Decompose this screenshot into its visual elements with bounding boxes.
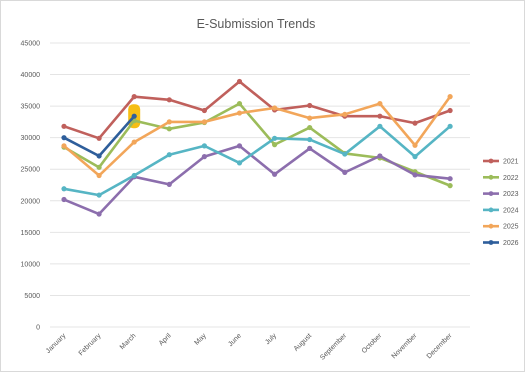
y-tick-label-25000: 25000	[21, 167, 41, 174]
point-2021-november	[412, 120, 418, 126]
legend-marker-2021	[488, 158, 494, 164]
point-2024-october	[377, 123, 383, 129]
point-2021-december	[447, 107, 453, 114]
series-line-2024	[63, 125, 451, 197]
series-line-2023	[63, 144, 451, 216]
y-tick-label-35000: 35000	[21, 104, 41, 111]
point-2023-october	[377, 153, 383, 159]
y-tick-label-5000: 5000	[24, 293, 40, 300]
point-2024-september	[342, 151, 348, 157]
point-2022-december	[447, 183, 453, 189]
legend-entry-2023: 2023	[483, 191, 519, 198]
point-2026-january	[61, 135, 67, 141]
legend-marker-2026	[488, 240, 494, 245]
point-2021-october	[377, 113, 383, 119]
point-2025-may	[201, 119, 207, 125]
y-tick-label-30000: 30000	[21, 135, 41, 142]
series-2021	[61, 78, 453, 141]
point-2024-april	[166, 152, 172, 158]
point-2024-march	[131, 172, 137, 179]
point-2025-august	[307, 115, 313, 121]
y-tick-label-0: 0	[36, 325, 40, 332]
legend-entry-2021: 2021	[483, 159, 519, 166]
point-2025-april	[166, 119, 172, 125]
legend-label-2022: 2022	[503, 175, 519, 182]
legend-label-2025: 2025	[503, 224, 519, 231]
series-line-2025	[63, 95, 452, 177]
point-2024-january	[61, 186, 67, 192]
series-line-2021	[63, 80, 451, 140]
point-2026-march	[131, 113, 137, 119]
point-2021-march	[131, 94, 137, 100]
legend: 2021 2022 2023 2024 2025 2026	[483, 159, 519, 247]
legend-label-2026: 2026	[503, 240, 519, 247]
point-2025-january	[61, 143, 67, 149]
y-tick-label-10000: 10000	[21, 261, 41, 268]
point-2024-august	[307, 136, 313, 143]
point-2023-may	[201, 154, 207, 160]
point-2022-april	[166, 126, 172, 132]
series-2026	[61, 113, 137, 159]
point-2021-february	[96, 135, 102, 141]
point-2024-february	[96, 192, 102, 198]
legend-marker-2022	[488, 174, 494, 180]
y-axis-tick-labels: 0 5000 10000 15000 20000 25000 30000 35000 40000…	[21, 41, 41, 332]
point-2025-october	[377, 100, 383, 107]
point-2023-january	[61, 196, 67, 203]
legend-marker-2025	[488, 223, 494, 229]
point-2022-august	[307, 124, 313, 131]
point-2021-may	[201, 107, 207, 114]
point-2025-november	[412, 142, 418, 148]
point-2022-february	[96, 164, 102, 170]
point-2022-june	[236, 100, 243, 107]
point-2022-july	[272, 142, 278, 148]
point-2026-february	[96, 153, 102, 159]
point-2023-december	[447, 176, 453, 182]
point-2025-september	[342, 111, 348, 117]
point-2024-december	[447, 123, 453, 129]
legend-marker-2023	[488, 191, 494, 197]
legend-entry-2025: 2025	[483, 224, 519, 231]
point-2025-march	[131, 139, 137, 145]
point-2024-november	[412, 154, 418, 160]
point-2024-may	[201, 143, 207, 149]
legend-label-2023: 2023	[503, 191, 519, 198]
legend-entry-2026: 2026	[483, 240, 519, 247]
series-2024	[61, 123, 453, 198]
point-2025-july	[272, 105, 278, 111]
y-tick-label-20000: 20000	[21, 198, 41, 205]
legend-label-2024: 2024	[503, 207, 519, 214]
point-2023-june	[236, 143, 243, 149]
point-2024-june	[236, 160, 243, 166]
legend-entry-2022: 2022	[483, 175, 519, 182]
y-tick-label-45000: 45000	[21, 41, 41, 48]
y-tick-label-40000: 40000	[21, 72, 41, 79]
y-tick-label-15000: 15000	[21, 230, 41, 237]
point-2021-april	[166, 97, 172, 103]
point-2023-august	[307, 145, 313, 151]
point-2023-november	[412, 172, 418, 178]
legend-label-2021: 2021	[503, 159, 519, 166]
point-2023-april	[166, 181, 172, 187]
point-2023-september	[342, 169, 348, 175]
point-2021-january	[61, 123, 67, 129]
point-2021-august	[307, 102, 313, 109]
point-2025-december	[447, 94, 453, 100]
point-2023-july	[272, 171, 278, 177]
chart-title: E-Submission Trends	[197, 17, 316, 31]
series-layer	[61, 78, 453, 217]
legend-marker-2024	[488, 207, 494, 213]
point-2023-february	[96, 211, 102, 217]
point-2025-february	[96, 172, 102, 179]
legend-entry-2024: 2024	[483, 207, 519, 214]
point-2025-june	[236, 110, 243, 116]
point-2024-july	[272, 135, 278, 141]
series-2025	[61, 94, 453, 179]
point-2021-june	[236, 78, 243, 85]
